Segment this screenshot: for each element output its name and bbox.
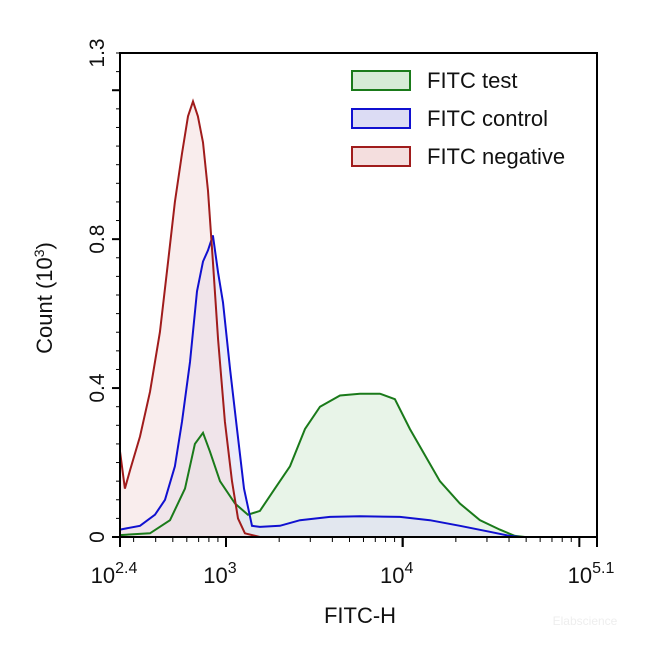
fitc-negative-line (119, 98, 261, 538)
legend: FITC test FITC control FITC negative (351, 68, 565, 169)
x-tick-label: 103 (203, 560, 236, 588)
legend-swatch-fitc-test (351, 70, 411, 91)
legend-swatch-fitc-control (351, 108, 411, 129)
legend-swatch-fitc-negative (351, 146, 411, 167)
fitc-test-line (119, 392, 526, 538)
x-axis: 102.4 103 104 105.1 (91, 537, 615, 588)
y-tick-label: 0 (86, 531, 109, 543)
y-tick-label: 0.4 (86, 373, 109, 403)
legend-label-fitc-control: FITC control (427, 106, 548, 131)
y-tick-label: 1.3 (86, 38, 109, 67)
x-tick-label: 102.4 (91, 560, 138, 588)
series-lines (119, 98, 526, 538)
x-axis-label: FITC-H (324, 603, 396, 628)
legend-label-fitc-test: FITC test (427, 68, 517, 93)
x-tick-label: 105.1 (568, 560, 615, 588)
fitc-control-line (119, 235, 521, 538)
y-axis: 0 0.4 0.8 1.3 (86, 38, 120, 543)
watermark-logo: Elabscience (553, 614, 618, 628)
legend-label-fitc-negative: FITC negative (427, 144, 565, 169)
y-tick-label: 0.8 (86, 225, 109, 254)
y-axis-label: Count (103) (31, 242, 57, 354)
x-tick-label: 104 (380, 560, 413, 588)
